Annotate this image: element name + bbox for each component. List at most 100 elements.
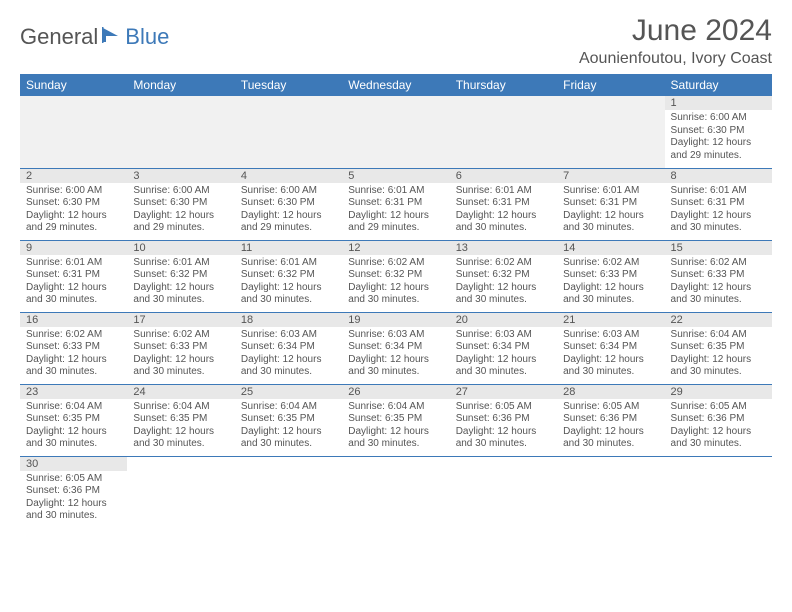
daylight-label: Daylight:	[26, 282, 68, 293]
daylight-label: Daylight:	[671, 210, 713, 221]
day-cell: 9Sunrise: 6:01 AMSunset: 6:31 PMDaylight…	[20, 240, 127, 312]
day-body: Sunrise: 6:01 AMSunset: 6:31 PMDaylight:…	[665, 183, 772, 239]
empty-cell	[127, 456, 234, 528]
sunset-line: Sunset: 6:36 PM	[456, 413, 551, 426]
sunset-line: Sunset: 6:30 PM	[26, 197, 121, 210]
sunrise-line: Sunrise: 6:04 AM	[348, 401, 443, 414]
day-body: Sunrise: 6:01 AMSunset: 6:31 PMDaylight:…	[342, 183, 449, 239]
sunrise-line: Sunrise: 6:01 AM	[456, 185, 551, 198]
sunrise-label: Sunrise:	[241, 257, 280, 268]
day-number: 19	[342, 313, 449, 327]
daylight-line: Daylight: 12 hours and 30 minutes.	[133, 354, 228, 379]
sunrise-value: 6:00 AM	[280, 185, 317, 196]
day-cell: 7Sunrise: 6:01 AMSunset: 6:31 PMDaylight…	[557, 168, 664, 240]
sunrise-label: Sunrise:	[133, 185, 172, 196]
sunrise-value: 6:05 AM	[603, 401, 640, 412]
daylight-label: Daylight:	[671, 137, 713, 148]
daylight-line: Daylight: 12 hours and 30 minutes.	[241, 282, 336, 307]
sunset-line: Sunset: 6:31 PM	[348, 197, 443, 210]
day-number: 26	[342, 385, 449, 399]
sunrise-line: Sunrise: 6:02 AM	[456, 257, 551, 270]
weekday-header: Tuesday	[235, 74, 342, 96]
sunset-label: Sunset:	[671, 269, 708, 280]
sunrise-label: Sunrise:	[348, 185, 387, 196]
sunrise-label: Sunrise:	[563, 329, 602, 340]
sunrise-line: Sunrise: 6:00 AM	[671, 112, 766, 125]
sunset-label: Sunset:	[671, 341, 708, 352]
sunrise-value: 6:04 AM	[173, 401, 210, 412]
sunset-value: 6:35 PM	[385, 413, 422, 424]
sunrise-label: Sunrise:	[348, 257, 387, 268]
empty-cell	[127, 96, 234, 168]
weekday-header: Saturday	[665, 74, 772, 96]
day-body: Sunrise: 6:04 AMSunset: 6:35 PMDaylight:…	[342, 399, 449, 455]
location: Aounienfoutou, Ivory Coast	[579, 50, 772, 68]
calendar-row: 1Sunrise: 6:00 AMSunset: 6:30 PMDaylight…	[20, 96, 772, 168]
day-cell: 23Sunrise: 6:04 AMSunset: 6:35 PMDayligh…	[20, 384, 127, 456]
sunrise-label: Sunrise:	[26, 185, 65, 196]
daylight-label: Daylight:	[671, 354, 713, 365]
daylight-line: Daylight: 12 hours and 30 minutes.	[563, 210, 658, 235]
sunrise-label: Sunrise:	[241, 329, 280, 340]
sunrise-line: Sunrise: 6:05 AM	[671, 401, 766, 414]
daylight-line: Daylight: 12 hours and 30 minutes.	[671, 210, 766, 235]
sunrise-value: 6:05 AM	[710, 401, 747, 412]
day-cell: 6Sunrise: 6:01 AMSunset: 6:31 PMDaylight…	[450, 168, 557, 240]
day-body: Sunrise: 6:01 AMSunset: 6:31 PMDaylight:…	[557, 183, 664, 239]
sunset-label: Sunset:	[133, 197, 170, 208]
sunrise-value: 6:02 AM	[173, 329, 210, 340]
day-number: 14	[557, 241, 664, 255]
sunset-line: Sunset: 6:35 PM	[241, 413, 336, 426]
daylight-line: Daylight: 12 hours and 30 minutes.	[133, 282, 228, 307]
day-number: 11	[235, 241, 342, 255]
sunset-value: 6:36 PM	[707, 413, 744, 424]
daylight-label: Daylight:	[26, 426, 68, 437]
sunrise-label: Sunrise:	[671, 401, 710, 412]
sunset-line: Sunset: 6:36 PM	[671, 413, 766, 426]
sunset-value: 6:34 PM	[492, 341, 529, 352]
sunrise-value: 6:05 AM	[65, 473, 102, 484]
sunset-value: 6:30 PM	[707, 125, 744, 136]
sunset-value: 6:33 PM	[170, 341, 207, 352]
sunset-line: Sunset: 6:34 PM	[563, 341, 658, 354]
day-number: 28	[557, 385, 664, 399]
sunset-label: Sunset:	[671, 197, 708, 208]
sunset-value: 6:31 PM	[707, 197, 744, 208]
daylight-label: Daylight:	[671, 426, 713, 437]
day-number: 9	[20, 241, 127, 255]
sunrise-label: Sunrise:	[671, 257, 710, 268]
sunrise-value: 6:00 AM	[710, 112, 747, 123]
day-number: 8	[665, 169, 772, 183]
day-body: Sunrise: 6:04 AMSunset: 6:35 PMDaylight:…	[127, 399, 234, 455]
day-body: Sunrise: 6:05 AMSunset: 6:36 PMDaylight:…	[20, 471, 127, 527]
daylight-label: Daylight:	[348, 210, 390, 221]
day-cell: 28Sunrise: 6:05 AMSunset: 6:36 PMDayligh…	[557, 384, 664, 456]
weekday-header: Thursday	[450, 74, 557, 96]
sunset-label: Sunset:	[241, 413, 278, 424]
sunset-label: Sunset:	[563, 269, 600, 280]
day-cell: 14Sunrise: 6:02 AMSunset: 6:33 PMDayligh…	[557, 240, 664, 312]
day-body: Sunrise: 6:02 AMSunset: 6:33 PMDaylight:…	[20, 327, 127, 383]
sunrise-line: Sunrise: 6:04 AM	[26, 401, 121, 414]
sunset-value: 6:33 PM	[600, 269, 637, 280]
sunrise-value: 6:02 AM	[603, 257, 640, 268]
day-number: 16	[20, 313, 127, 327]
day-cell: 1Sunrise: 6:00 AMSunset: 6:30 PMDaylight…	[665, 96, 772, 168]
sunrise-value: 6:02 AM	[65, 329, 102, 340]
sunset-value: 6:32 PM	[385, 269, 422, 280]
sunrise-value: 6:03 AM	[280, 329, 317, 340]
sunset-label: Sunset:	[26, 485, 63, 496]
sunrise-line: Sunrise: 6:04 AM	[671, 329, 766, 342]
daylight-line: Daylight: 12 hours and 30 minutes.	[348, 426, 443, 451]
weekday-header: Sunday	[20, 74, 127, 96]
day-cell: 17Sunrise: 6:02 AMSunset: 6:33 PMDayligh…	[127, 312, 234, 384]
sunrise-line: Sunrise: 6:01 AM	[348, 185, 443, 198]
day-cell: 25Sunrise: 6:04 AMSunset: 6:35 PMDayligh…	[235, 384, 342, 456]
day-number: 27	[450, 385, 557, 399]
day-number: 18	[235, 313, 342, 327]
daylight-label: Daylight:	[26, 354, 68, 365]
sunrise-line: Sunrise: 6:04 AM	[133, 401, 228, 414]
day-body: Sunrise: 6:01 AMSunset: 6:31 PMDaylight:…	[20, 255, 127, 311]
calendar-table: SundayMondayTuesdayWednesdayThursdayFrid…	[20, 74, 772, 528]
sunset-value: 6:30 PM	[278, 197, 315, 208]
